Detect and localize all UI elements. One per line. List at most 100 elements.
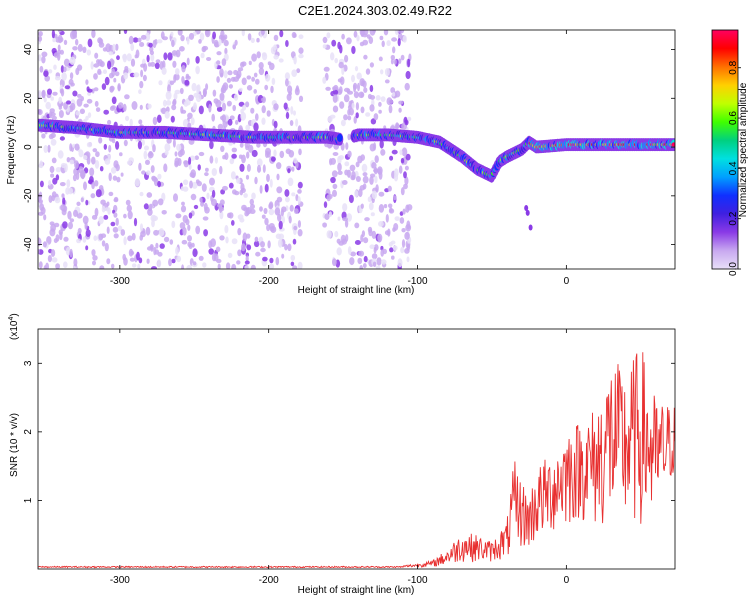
spectrogram-cell <box>199 197 203 203</box>
spectrogram-cell <box>402 35 407 43</box>
spectrogram-cell <box>112 226 119 233</box>
spectrogram-cell <box>358 188 363 198</box>
spectrogram-cell <box>273 149 277 157</box>
spectrogram-cell <box>366 34 371 39</box>
spectrogram-cell <box>222 102 226 112</box>
spectrogram-cell <box>91 156 96 165</box>
colorbar-ticks: 0.0 0.2 0.4 0.6 0.8 <box>728 60 741 276</box>
spectrogram-cell <box>146 54 150 63</box>
spectrogram-cell <box>171 104 177 111</box>
spectrogram-cell <box>221 84 227 94</box>
spectrogram-cell <box>254 113 259 121</box>
spectrogram-cell <box>182 118 189 128</box>
x-tick-label: -300 <box>110 276 130 287</box>
spectrogram-cell <box>379 139 384 149</box>
spectrogram-cell <box>138 89 142 95</box>
spectrogram-cell <box>277 213 282 222</box>
colorbar-gradient <box>712 30 738 269</box>
spectrogram-cell <box>183 179 189 186</box>
snr-panel: -300 -200 -100 0 1 2 3 Height of straight lin… <box>8 313 676 596</box>
spectrogram-cell <box>393 173 399 182</box>
spectrogram-cell <box>123 139 128 147</box>
spectrogram-cell <box>173 193 178 202</box>
spectrogram-cell <box>155 242 159 249</box>
spectrogram-cell <box>380 259 387 265</box>
spectrogram-cell <box>38 199 43 204</box>
spectrogram-cell <box>324 213 330 221</box>
spectrogram-cell <box>278 220 283 230</box>
spectrogram-cell <box>93 235 98 241</box>
spectrogram-cell <box>380 249 385 257</box>
spectrogram-cell <box>215 246 221 253</box>
spectrogram-cell <box>332 94 338 103</box>
spectrogram-cell <box>342 180 348 185</box>
spectrogram-cell <box>288 215 292 224</box>
spectrogram-cell <box>66 157 71 163</box>
spectrogram-cell <box>245 255 249 263</box>
spectrogram-cell <box>227 70 233 76</box>
spectrogram-cell <box>398 165 403 174</box>
spectrogram-cell <box>285 111 290 120</box>
spectrogram-cell <box>180 34 185 42</box>
spectrogram-cell <box>289 204 294 212</box>
spectrogram-cell <box>205 83 209 91</box>
spectrogram-cell <box>393 58 397 65</box>
spectrogram-cell <box>273 54 279 60</box>
spectrogram-cell <box>198 255 204 261</box>
spectrogram-cell <box>367 93 372 100</box>
spectrogram-cell <box>223 34 228 40</box>
spectrogram-cell <box>64 85 71 90</box>
spectrogram-cell <box>49 165 55 174</box>
spectrogram-cell <box>246 163 251 172</box>
spectrogram-cell <box>52 38 57 43</box>
spectrogram-cell <box>261 97 266 102</box>
spectrogram-cell <box>113 198 119 203</box>
spectrogram-cell <box>256 158 263 167</box>
spectrogram-cell <box>57 44 61 52</box>
spectrogram-cell <box>151 219 155 228</box>
spectrogram-cell <box>123 30 128 34</box>
spectrogram-cell <box>181 65 186 73</box>
spectrogram-cell <box>253 89 257 94</box>
spectrogram-cell <box>66 179 71 188</box>
spectrogram-cell <box>91 30 96 39</box>
spectrogram-cell <box>83 103 89 108</box>
spectrogram-cell <box>151 266 157 269</box>
spectrogram-cell <box>336 247 342 256</box>
spectrogram-cell <box>394 30 399 35</box>
spectrogram-cell <box>92 148 98 153</box>
spectrogram-cell <box>231 153 237 159</box>
spectrogram-cell <box>165 90 172 100</box>
spectrogram-cell <box>161 67 167 75</box>
spectrogram-cell <box>524 205 529 211</box>
spectrogram-cell <box>137 263 141 269</box>
spectrogram-cell <box>59 231 63 241</box>
spectrogram-cell <box>172 60 177 68</box>
spectrogram-cell <box>331 39 337 47</box>
spectrogram-cell <box>354 240 361 245</box>
spectrogram-cell <box>98 216 104 225</box>
spectrogram-cell <box>356 72 362 80</box>
spectrogram-cell <box>43 214 47 221</box>
spectrogram-cell <box>346 88 351 94</box>
spectrogram-cell <box>50 96 54 101</box>
spectrogram-cell <box>195 65 200 75</box>
spectrogram-cell <box>390 240 396 245</box>
spectrogram-cell <box>350 251 356 257</box>
spectrogram-cell <box>145 159 150 165</box>
spectrogram-cell <box>395 123 400 129</box>
spectrogram-cell <box>58 110 64 118</box>
spectrogram-cell <box>175 68 180 75</box>
colorbar-tick-label: 0.6 <box>728 111 739 125</box>
spectrogram-cell <box>38 36 43 42</box>
spectrogram-cell <box>358 250 365 257</box>
spectrogram-cell <box>224 47 228 55</box>
spectrogram-cell <box>84 221 88 230</box>
spectrogram-cell <box>206 192 210 200</box>
spectrogram-cell <box>375 265 381 269</box>
spectrogram-cell <box>232 44 236 50</box>
spectrogram-cell <box>145 32 151 42</box>
spectrogram-cell <box>250 37 255 44</box>
spectrogram-cell <box>281 215 286 224</box>
spectrogram-cell <box>107 60 112 70</box>
